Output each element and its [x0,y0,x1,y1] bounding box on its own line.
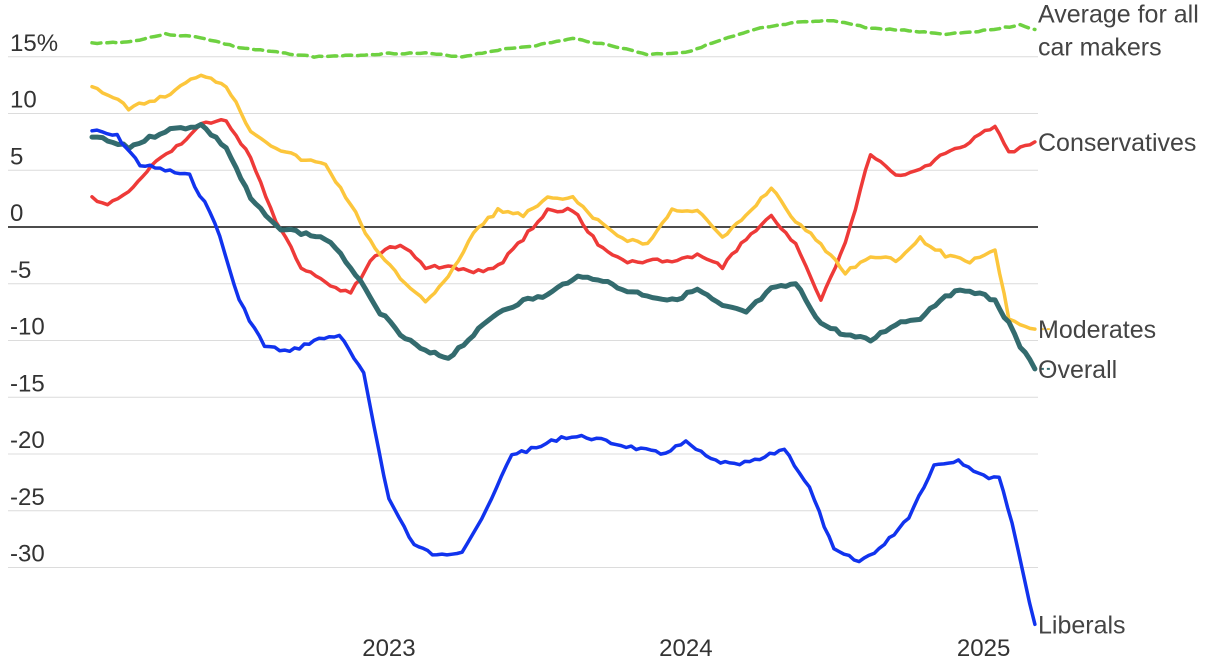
y-tick-label: -25 [10,484,45,511]
series-line-conservatives [90,117,1037,302]
y-tick-label: -10 [10,314,45,341]
x-axis-ticks: 2023 2024 2025 [362,635,1010,662]
y-tick-label: -20 [10,427,45,454]
y-tick-label: -15 [10,370,45,397]
x-tick-label: 2025 [957,635,1010,662]
series-line-moderates [90,73,1037,331]
series-labels: Average for all car makers Conservatives Mo… [1038,1,1199,640]
x-tick-label: 2023 [362,635,415,662]
y-tick-label: 10 [10,87,37,114]
y-axis-ticks: 15% 10 5 0 -5 -10 -15 -20 -25 -30 [10,30,58,568]
series-label-conservatives: Conservatives [1038,129,1196,157]
series-line-overall [89,122,1038,372]
y-tick-label: 5 [10,143,23,170]
series-label-liberals: Liberals [1038,611,1126,639]
y-tick-label: -30 [10,541,45,568]
series-label-overall: Overall [1038,356,1117,384]
gridlines [8,56,1038,568]
series-line-liberals [90,128,1037,627]
y-tick-label: -5 [10,257,31,284]
y-tick-label: 15% [10,30,58,57]
series-lines [89,18,1038,627]
series-label-moderates: Moderates [1038,316,1156,344]
series-line-average-for-all-car-makers [90,18,1037,59]
y-tick-label: 0 [10,200,23,227]
x-tick-label: 2024 [659,635,712,662]
series-label-average-for-all-car-makers: Average for all car makers [1038,1,1199,62]
